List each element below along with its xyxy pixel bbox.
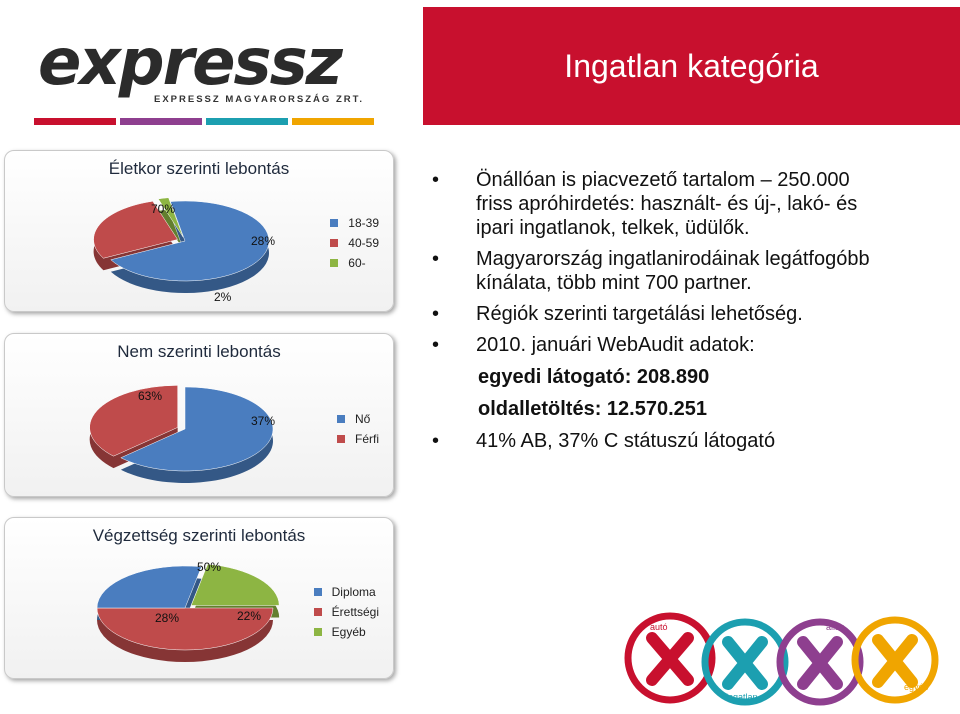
bullet-dot: • (432, 303, 440, 325)
legend-label: 60- (348, 256, 366, 270)
legend-swatch (313, 628, 322, 636)
pie-slice-Diploma (96, 565, 202, 609)
chart-panel-education: Végzettség szerinti lebontás 50% 28% 22%… (4, 517, 394, 679)
pie-label-28: 28% (155, 611, 180, 625)
pie-slice-Egyéb (190, 563, 280, 606)
pie-label-2: 2% (214, 290, 232, 304)
pie-slice-18-39 (110, 200, 270, 282)
pie-slice-40-59 (93, 200, 179, 259)
legend-gender: Nő Férfi (337, 409, 379, 449)
logo-stripe-teal (206, 118, 288, 125)
expressz-logo: expressz EXPRESSZ MAGYARORSZÁG ZRT. (34, 26, 379, 132)
legend-label: 18-39 (348, 216, 379, 230)
pie-chart-gender (89, 385, 274, 483)
category-logos: autó ingatlan állás egyéb (624, 612, 939, 706)
bullet-list: • Önállóan is piacvezető tartalom – 250.0… (430, 168, 950, 460)
legend-swatch (337, 435, 345, 443)
logo-stripe-purple (120, 118, 202, 125)
legend-label: Egyéb (331, 625, 366, 639)
logo-auto-ring (624, 612, 716, 704)
logo-brand: expressz (38, 26, 343, 100)
pie-slice-60- (157, 197, 184, 238)
legend-swatch (330, 259, 339, 267)
logo-egyeb-ring (851, 616, 939, 704)
bullet-text: 2010. januári WebAudit adatok: (476, 334, 755, 356)
legend-label: Férfi (355, 432, 379, 446)
pie-label-22: 22% (237, 609, 262, 623)
legend-item: 18-39 (330, 213, 379, 233)
legend-swatch (313, 608, 322, 616)
logo-auto: autó (624, 612, 716, 704)
stat-unique-visitors: egyedi látogató: 208.890 (478, 366, 710, 388)
bullet-item: • Önállóan is piacvezető tartalom – 250.0… (430, 168, 886, 240)
chart-panel-age: Életkor szerinti lebontás 70% 28% 2% 18-… (4, 150, 394, 312)
chart-panel-gender: Nem szerinti lebontás 63% 37% Nő Férfi (4, 333, 394, 497)
logo-ingatlan: ingatlan (701, 618, 789, 706)
chart-title-education: Végzettség szerinti lebontás (92, 526, 306, 545)
pie-slice-Nő (120, 386, 274, 472)
bullet-text: Régiók szerinti targetálási lehetőség. (476, 303, 803, 325)
legend-item: Egyéb (313, 622, 379, 642)
bullet-text: 41% AB, 37% C státuszú látogató (476, 430, 776, 452)
bullet-item: • Magyarország ingatlanirodáinak legátfog… (430, 247, 906, 295)
logo-allas-label: állás (826, 622, 845, 632)
pie-label-28: 28% (251, 234, 276, 248)
pie-label-50: 50% (197, 560, 222, 574)
logo-ingatlan-label: ingatlan (726, 692, 758, 702)
bullet-item: • Régiók szerinti targetálási lehetőség. (430, 302, 950, 326)
legend-swatch (337, 415, 345, 423)
bullet-dot: • (432, 248, 440, 270)
logo-egyeb-label: egyéb (904, 682, 929, 692)
bullet-text: Önállóan is piacvezető tartalom – 250.00… (476, 169, 858, 239)
page-title: Ingatlan kategória (564, 47, 819, 84)
logo-allas: állás (776, 618, 864, 706)
legend-item: Diploma (313, 582, 379, 602)
chart-title-gender: Nem szerinti lebontás (117, 342, 281, 361)
bullet-dot: • (432, 430, 440, 452)
bullet-dot: • (432, 169, 440, 191)
stat-pageviews: oldalletöltés: 12.570.251 (478, 398, 708, 420)
legend-swatch (330, 219, 339, 227)
bullet-text: Magyarország ingatlanirodáinak legátfogó… (476, 248, 870, 294)
pie-label-70: 70% (151, 202, 176, 216)
legend-swatch (313, 588, 322, 596)
logo-wordmark: expressz (38, 26, 343, 100)
legend-item: 60- (330, 253, 379, 273)
pie-label-37: 37% (251, 414, 276, 428)
legend-label: Diploma (331, 585, 376, 599)
legend-label: Nő (355, 412, 371, 426)
logo-allas-x (797, 636, 843, 690)
legend-item: Férfi (337, 429, 379, 449)
pie-slice-Érettségi (96, 607, 274, 651)
legend-item: 40-59 (330, 233, 379, 253)
pie-chart-education (96, 563, 280, 662)
bullet-item: • 2010. januári WebAudit adatok: (430, 333, 950, 357)
legend-age: 18-39 40-59 60- (330, 213, 379, 273)
logo-auto-x (646, 632, 694, 686)
legend-item: Nő (337, 409, 379, 429)
logo-ingatlan-x (722, 636, 768, 690)
logo-ingatlan-ring (701, 618, 789, 706)
logo-allas-ring (776, 618, 864, 706)
chart-title-age: Életkor szerinti lebontás (108, 159, 290, 178)
legend-education: Diploma Érettségi Egyéb (313, 582, 379, 642)
title-banner: Ingatlan kategória (423, 7, 960, 125)
bullet-dot: • (432, 334, 440, 356)
logo-subtitle: EXPRESSZ MAGYARORSZÁG ZRT. (154, 94, 365, 105)
logo-auto-label: autó (650, 622, 668, 632)
logo-stripe-red (34, 118, 116, 125)
legend-swatch (330, 239, 339, 247)
bullet-item: • 41% AB, 37% C státuszú látogató (430, 429, 950, 453)
pie-slice-Férfi (89, 385, 178, 457)
legend-item: Érettségi (313, 602, 379, 622)
logo-stripe-orange (292, 118, 374, 125)
pie-chart-age (93, 197, 270, 293)
legend-label: 40-59 (348, 236, 379, 250)
pie-label-63: 63% (138, 389, 163, 403)
legend-label: Érettségi (331, 605, 379, 619)
logo-egyeb: egyéb (851, 616, 939, 704)
logo-egyeb-x (872, 634, 918, 688)
